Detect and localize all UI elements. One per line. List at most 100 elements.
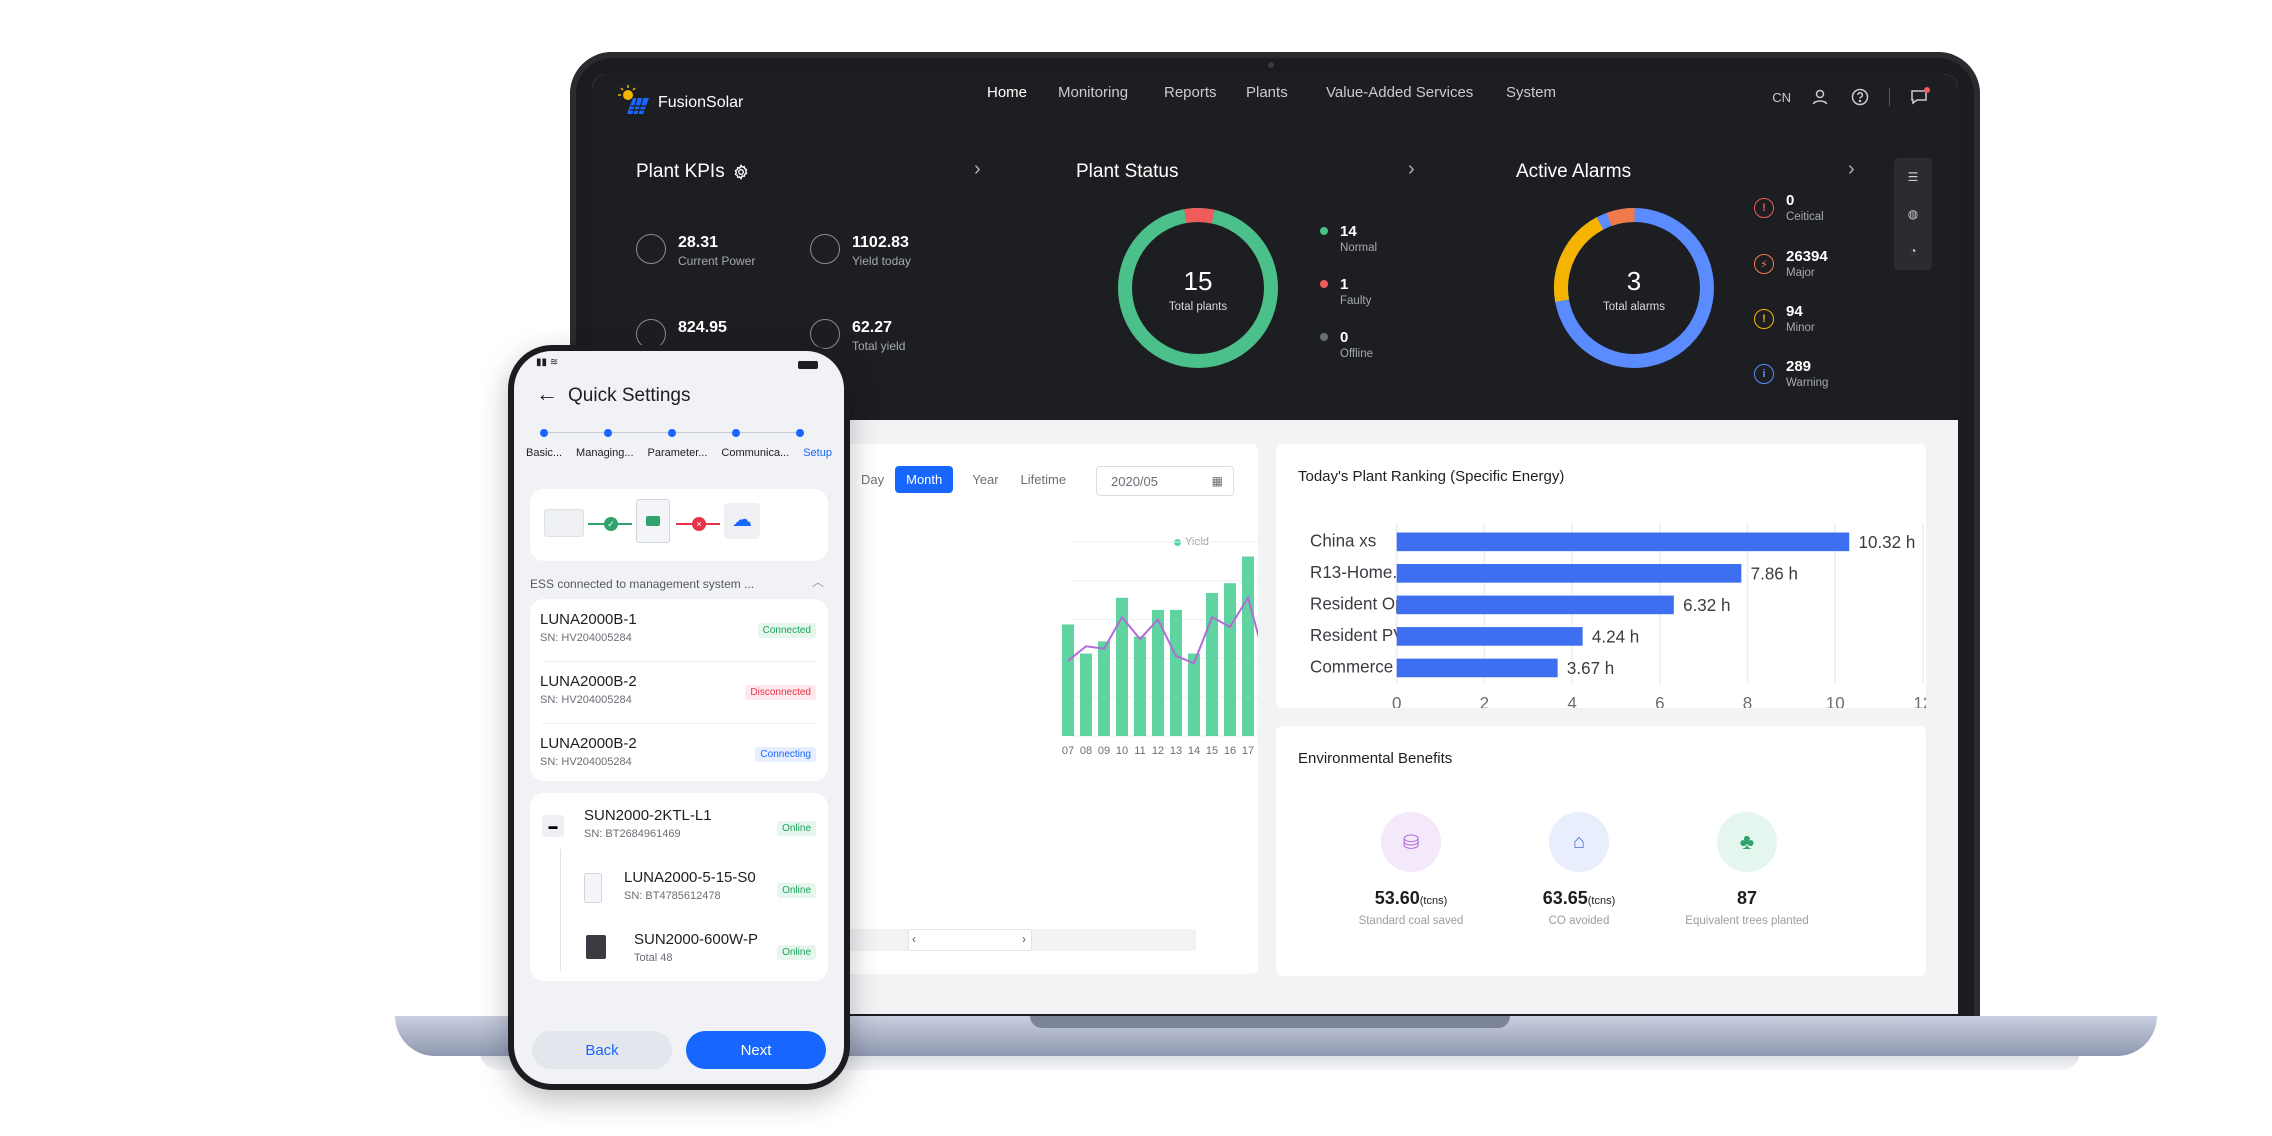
scrollbar-thumb[interactable]	[908, 929, 1032, 951]
tab-month[interactable]: Month	[895, 466, 954, 493]
dongle-device-icon	[636, 499, 670, 543]
ess-item-2[interactable]: LUNA2000B-2 SN: HV204005284	[540, 673, 637, 706]
category-label: Resident PV...	[1310, 626, 1417, 645]
yield-bar	[1224, 583, 1236, 736]
device-sn: SN: HV204005284	[540, 632, 632, 644]
legend-dot	[1320, 333, 1328, 341]
exclamation-icon: !	[1754, 309, 1774, 329]
plant-status-chevron-right-icon[interactable]: ›	[1408, 158, 1415, 180]
step-dot-3	[668, 429, 676, 437]
plant-status-donut	[1118, 208, 1278, 368]
device-item-3[interactable]: SUN2000-600W-P Total 48	[634, 931, 758, 964]
nav-monitoring[interactable]: Monitoring	[1058, 84, 1129, 101]
step-label-managing[interactable]: Managing...	[576, 447, 634, 459]
category-label: China xs	[1310, 531, 1376, 550]
chart-view-icon[interactable]: ◔	[1909, 244, 1917, 259]
benefits-title: Environmental Benefits	[1298, 750, 1453, 767]
signal-wifi-icon: ▮▮ ≋	[536, 357, 559, 368]
benefit-unit: (tcns)	[1587, 895, 1616, 907]
legend-dot	[1320, 280, 1328, 288]
benefit-coal: ⛁ 53.60(tcns) Standard coal saved	[1326, 812, 1496, 927]
benefit-unit: (tcns)	[1419, 895, 1448, 907]
status-badge: Connected	[757, 623, 816, 638]
next-button[interactable]: Next	[686, 1031, 826, 1069]
device-item-2[interactable]: LUNA2000-5-15-S0 SN: BT4785612478	[624, 869, 756, 902]
kpi-total-yield: 62.27 Total yield	[810, 319, 905, 353]
status-legend-faulty: 1 Faulty	[1320, 276, 1371, 307]
ranking-bar	[1396, 564, 1742, 583]
tab-year[interactable]: Year	[972, 472, 999, 487]
active-alarms-chevron-right-icon[interactable]: ›	[1848, 158, 1855, 180]
period-tabs: Day Month Year Lifetime	[850, 466, 1077, 493]
language-switch[interactable]: CN	[1772, 89, 1791, 105]
benefit-trees: ♣ 87 Equivalent trees planted	[1662, 812, 1832, 927]
value-label: 4.24 h	[1592, 628, 1639, 647]
nav-reports[interactable]: Reports	[1164, 84, 1217, 101]
view-switcher: ☰ ◍ ◔	[1894, 158, 1932, 270]
nav-value-added-services[interactable]: Value-Added Services	[1326, 84, 1474, 101]
factory-icon: ⌂	[1549, 812, 1609, 872]
device-sn: Total 48	[634, 952, 673, 964]
plant-kpis-chevron-right-icon[interactable]: ›	[974, 158, 981, 180]
device-name: SUN2000-600W-P	[634, 931, 758, 948]
kpi-current-power: 28.31 Current Power	[636, 234, 755, 268]
collapse-chevron-icon[interactable]: ︿	[811, 575, 824, 589]
nav-separator	[1889, 88, 1890, 106]
yield-bar	[1116, 597, 1128, 736]
step-label-basic[interactable]: Basic...	[526, 447, 563, 459]
user-icon[interactable]	[1809, 86, 1831, 108]
date-picker[interactable]: 2020/05 ▦	[1096, 466, 1234, 496]
calendar-icon: ▦	[1211, 474, 1223, 488]
back-arrow-icon[interactable]: ←	[536, 381, 558, 406]
step-label-setup[interactable]: Setup	[803, 447, 832, 459]
settings-gear-icon[interactable]	[733, 164, 749, 180]
help-icon[interactable]	[1849, 86, 1871, 108]
chart-scrollbar[interactable]: ‹ ›	[842, 929, 1196, 951]
back-button[interactable]: Back	[532, 1031, 672, 1069]
x-tick-label: 6	[1655, 694, 1664, 708]
sun-gear-icon	[810, 234, 840, 264]
optimizer-device-icon	[586, 935, 606, 959]
status-legend-offline: 0 Offline	[1320, 329, 1373, 360]
step-dot-2	[604, 429, 612, 437]
nav-home[interactable]: Home	[987, 84, 1028, 101]
plant-status-title: Plant Status	[1076, 161, 1179, 182]
nav-system[interactable]: System	[1506, 84, 1557, 101]
nav-plants[interactable]: Plants	[1246, 84, 1288, 101]
ess-item-1[interactable]: LUNA2000B-1 SN: HV204005284	[540, 611, 637, 644]
step-label-parameter[interactable]: Parameter...	[647, 447, 708, 459]
alarms-donut	[1554, 208, 1714, 368]
status-badge: Online	[777, 821, 816, 836]
tab-day[interactable]: Day	[861, 472, 885, 487]
x-tick-label: 07	[1062, 745, 1074, 757]
benefit-label: Equivalent trees planted	[1685, 915, 1809, 927]
x-tick-label: 4	[1567, 694, 1576, 708]
plant-kpis-header: Plant KPIs	[636, 161, 749, 183]
battery-device-icon	[584, 873, 602, 903]
divider	[542, 661, 816, 662]
info-icon: i	[1754, 364, 1774, 384]
plant-status-total: 15	[1183, 266, 1213, 296]
kpi-label: Current Power	[678, 254, 756, 268]
kpi-yield-today: 1102.83 Yield today	[810, 234, 911, 268]
donut-segment-faulty	[1118, 208, 1278, 368]
alarms-total: 3	[1626, 266, 1642, 296]
value-label: 6.32 h	[1683, 596, 1730, 615]
x-tick-label: 10	[1116, 745, 1128, 757]
globe-view-icon[interactable]: ◍	[1907, 206, 1919, 221]
status-badge: Disconnected	[745, 685, 816, 700]
step-label-communication[interactable]: Communica...	[721, 447, 790, 459]
device-name: LUNA2000-5-15-S0	[624, 869, 756, 886]
ranking-bar	[1396, 532, 1850, 552]
device-item-1[interactable]: SUN2000-2KTL-L1 SN: BT2684961469	[584, 807, 712, 840]
ess-item-3[interactable]: LUNA2000B-2 SN: HV204005284	[540, 735, 637, 768]
benefit-label: CO avoided	[1548, 915, 1610, 927]
messages-icon[interactable]	[1908, 86, 1930, 108]
list-view-icon[interactable]: ☰	[1907, 169, 1919, 184]
x-tick-label: 2	[1480, 694, 1489, 708]
tab-lifetime[interactable]: Lifetime	[1020, 472, 1067, 487]
scroll-left-icon[interactable]: ‹	[912, 932, 916, 946]
kpi-value: 28.31	[678, 234, 719, 251]
energy-chart: 0801602403204000708091011121314151617181…	[1062, 541, 1258, 757]
scroll-right-icon[interactable]: ›	[1022, 932, 1026, 946]
